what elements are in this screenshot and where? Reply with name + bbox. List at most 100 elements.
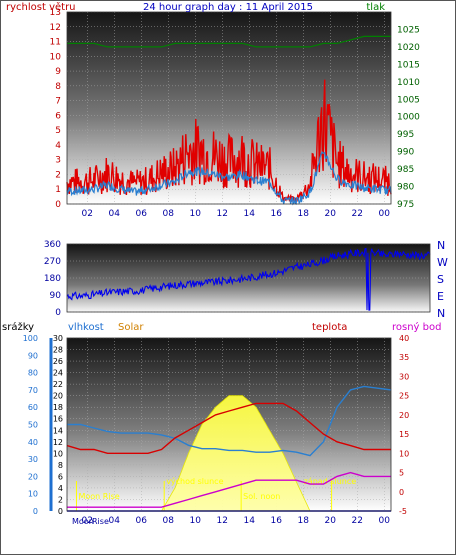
wind-tick-label: 11 (50, 38, 61, 48)
pressure-tick-label: 1005 (397, 95, 420, 105)
temperature-tick-label: 25 (399, 392, 409, 401)
x-tick-label: 06 (136, 516, 148, 526)
event-label: Moon Rise (78, 492, 119, 501)
compass-label: N (437, 239, 445, 252)
rain-tick-label: 100 (23, 334, 38, 343)
solar-tick-label: 14 (53, 426, 63, 435)
pressure-tick-label: 1015 (397, 60, 420, 70)
wind-tick-label: 5 (55, 126, 61, 136)
x-tick-label: 18 (298, 209, 310, 219)
x-tick-label: 16 (271, 209, 283, 219)
wind-tick-label: 4 (55, 141, 61, 151)
solar-tick-label: 22 (53, 380, 63, 389)
solar-tick-label: 2 (58, 495, 63, 504)
plot-border-direction (66, 243, 431, 313)
rain-tick-label: 10 (28, 490, 38, 499)
x-tick-label: 18 (298, 516, 310, 526)
temperature-tick-label: 35 (399, 353, 409, 362)
pressure-tick-label: 985 (397, 165, 414, 175)
temperature-tick-label: 15 (399, 430, 409, 439)
x-tick-label: 12 (217, 516, 228, 526)
pressure-tick-label: 1010 (397, 78, 420, 88)
plot-border-temperature (66, 337, 392, 512)
x-tick-label: 02 (82, 209, 93, 219)
temperature-line (66, 402, 391, 454)
wind-axis-title: rychlost větru (6, 1, 76, 13)
wind-direction-line (66, 247, 431, 311)
solar-tick-label: 10 (53, 449, 63, 458)
direction-tick-label: 0 (55, 308, 61, 318)
wind-tick-label: 2 (55, 170, 61, 180)
compass-label: S (437, 273, 444, 286)
x-tick-label: 22 (352, 516, 363, 526)
pressure-tick-label: 990 (397, 148, 414, 158)
humidity-line (67, 385, 392, 457)
solar-tick-label: 18 (53, 403, 63, 412)
rain-tick-label: 30 (28, 455, 38, 464)
pressure-line (67, 35, 391, 48)
solar-tick-label: 0 (58, 507, 63, 516)
temperature-tick-label: 5 (399, 469, 404, 478)
x-tick-label: 04 (109, 209, 121, 219)
x-tick-label: 14 (244, 516, 256, 526)
dewpoint-axis-title: rosný bod (392, 321, 441, 333)
solar-tick-label: 26 (53, 357, 63, 366)
solar-tick-label: 24 (53, 369, 63, 378)
x-tick-label: 04 (109, 516, 121, 526)
temperature-tick-label: 0 (399, 488, 404, 497)
solar-tick-label: 4 (58, 484, 63, 493)
solar-tick-label: 30 (53, 334, 63, 343)
event-label: východ slunce (166, 477, 223, 486)
temperature-tick-label: -5 (399, 507, 407, 516)
x-tick-label: 08 (163, 209, 175, 219)
rain-axis-title: srážky (2, 321, 34, 333)
temperature-tick-label: 30 (399, 372, 409, 381)
pressure-tick-label: 1000 (397, 113, 420, 123)
x-tick-label: 20 (325, 209, 337, 219)
solar-tick-label: 6 (58, 472, 63, 481)
solar-tick-label: 16 (53, 415, 63, 424)
x-tick-label: 02 (82, 516, 93, 526)
event-label: Sol. noon (243, 492, 280, 501)
x-tick-label: 20 (325, 516, 337, 526)
compass-label: E (437, 290, 444, 303)
rain-tick-label: 40 (28, 438, 38, 447)
pressure-tick-label: 975 (397, 200, 414, 210)
rain-tick-label: 20 (28, 472, 38, 481)
temperature-axis-title: teplota (312, 322, 347, 333)
pressure-tick-label: 995 (397, 130, 414, 140)
pressure-tick-label: 980 (397, 183, 414, 193)
x-tick-label: 06 (136, 209, 148, 219)
wind-tick-label: 12 (50, 23, 61, 33)
temperature-tick-label: 20 (399, 411, 409, 420)
x-tick-label: 10 (190, 209, 202, 219)
wind-average-line (66, 151, 392, 206)
wind-tick-label: 10 (50, 52, 62, 62)
solar-tick-label: 28 (53, 346, 63, 355)
compass-label: N (437, 307, 445, 320)
pressure-tick-label: 1025 (397, 25, 420, 35)
rain-tick-label: 80 (28, 369, 38, 378)
wind-tick-label: 3 (55, 156, 61, 166)
direction-tick-label: 360 (44, 240, 61, 250)
x-tick-label: 12 (217, 209, 228, 219)
moon-rise-tick-label-2: Rise (92, 517, 109, 526)
rain-tick-label: 70 (28, 386, 38, 395)
x-tick-label: 14 (244, 209, 256, 219)
pressure-tick-label: 1020 (397, 43, 420, 53)
wind-tick-label: 1 (55, 185, 61, 195)
wind-tick-label: 13 (50, 8, 61, 18)
direction-tick-label: 90 (50, 291, 62, 301)
wind-tick-label: 8 (55, 82, 61, 92)
event-label: západ slunce (304, 477, 357, 486)
x-tick-label: 22 (352, 209, 363, 219)
wind-tick-label: 9 (55, 67, 61, 77)
wind-speed-line (66, 79, 392, 204)
plot-border-wind (66, 11, 392, 205)
wind-tick-label: 6 (55, 111, 61, 121)
solar-tick-label: 8 (58, 461, 63, 470)
x-tick-label: 16 (271, 516, 283, 526)
wind-tick-label: 0 (55, 200, 61, 210)
solar-tick-label: 20 (53, 392, 63, 401)
